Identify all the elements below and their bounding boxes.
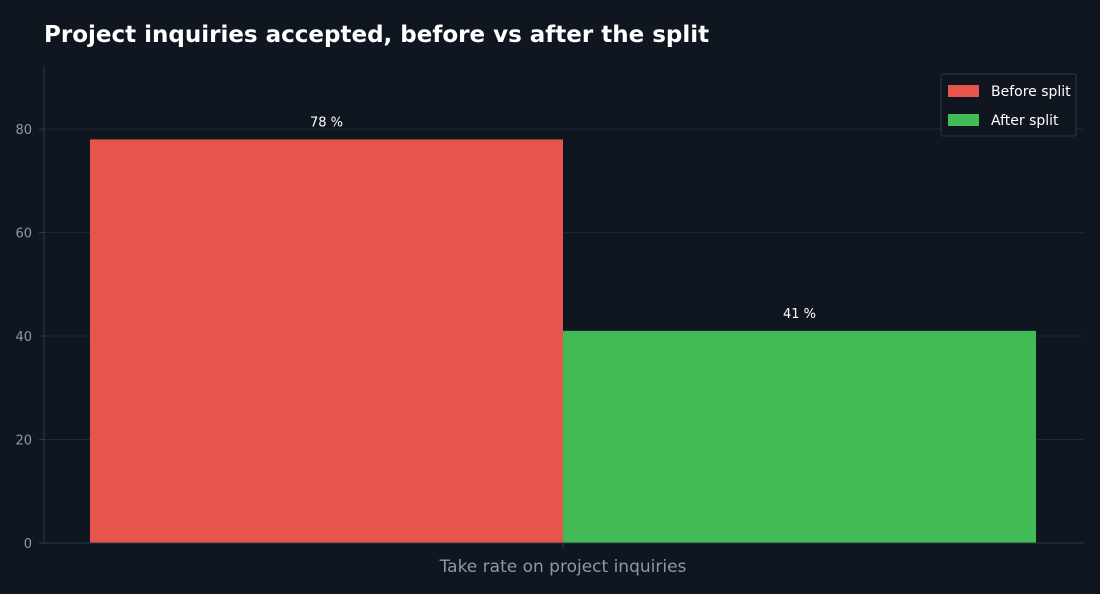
legend-label-after-split: After split [991, 113, 1059, 129]
y-axis: 0 20 40 60 80 [15, 67, 45, 552]
legend-swatch-after-split [948, 114, 979, 126]
chart-title: Project inquiries accepted, before vs af… [44, 22, 709, 48]
data-label-after-split: 41 % [783, 307, 816, 322]
legend: Before split After split [940, 73, 1077, 137]
data-label-before-split: 78 % [310, 115, 343, 130]
x-tick-label: Take rate on project inquiries [439, 557, 687, 577]
y-tick-label: 20 [15, 434, 32, 449]
legend-swatch-before-split [948, 85, 979, 97]
data-labels: 78 % 41 % [310, 115, 816, 321]
y-tick-label: 80 [15, 123, 32, 138]
y-tick-label: 40 [15, 330, 32, 345]
bar-before-split [90, 139, 563, 543]
bars [90, 139, 1036, 543]
bar-after-split [563, 330, 1036, 543]
x-axis: Take rate on project inquiries [44, 542, 1084, 577]
legend-label-before-split: Before split [991, 84, 1071, 100]
y-tick-label: 0 [24, 537, 32, 552]
y-tick-label: 60 [15, 227, 32, 242]
